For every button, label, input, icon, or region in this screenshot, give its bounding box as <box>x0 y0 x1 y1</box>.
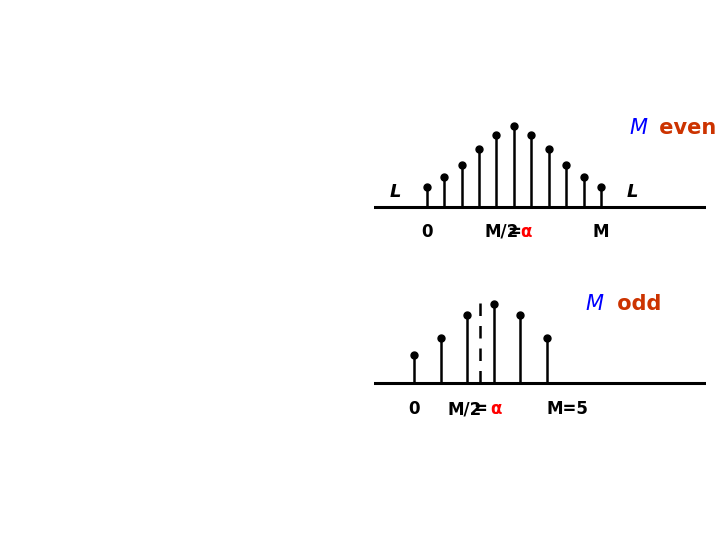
Text: M=5: M=5 <box>546 400 588 418</box>
Text: odd: odd <box>611 294 662 314</box>
Text: =: = <box>507 223 521 241</box>
Text: M/2: M/2 <box>447 400 482 418</box>
Text: L: L <box>626 183 638 201</box>
Text: $\mathit{M}$: $\mathit{M}$ <box>585 294 605 314</box>
Text: 0: 0 <box>408 400 420 418</box>
Text: L: L <box>390 183 401 201</box>
Text: α: α <box>521 223 532 241</box>
Text: =: = <box>474 400 487 418</box>
Text: M/2: M/2 <box>485 223 519 241</box>
Text: $\mathit{M}$: $\mathit{M}$ <box>629 118 648 138</box>
Text: even: even <box>652 118 716 138</box>
Text: M: M <box>593 223 609 241</box>
Text: α: α <box>490 400 502 418</box>
Text: 0: 0 <box>421 223 433 241</box>
